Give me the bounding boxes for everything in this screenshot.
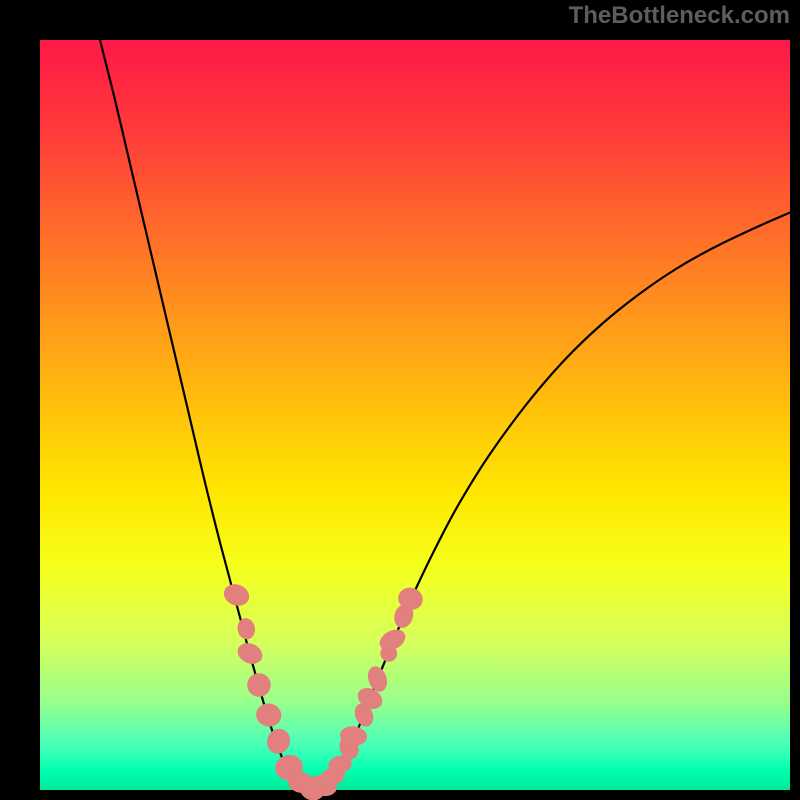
- plot-area: [40, 40, 790, 790]
- chart-svg: [0, 0, 800, 800]
- chart-container: TheBottleneck.com: [0, 0, 800, 800]
- watermark-text: TheBottleneck.com: [569, 2, 790, 30]
